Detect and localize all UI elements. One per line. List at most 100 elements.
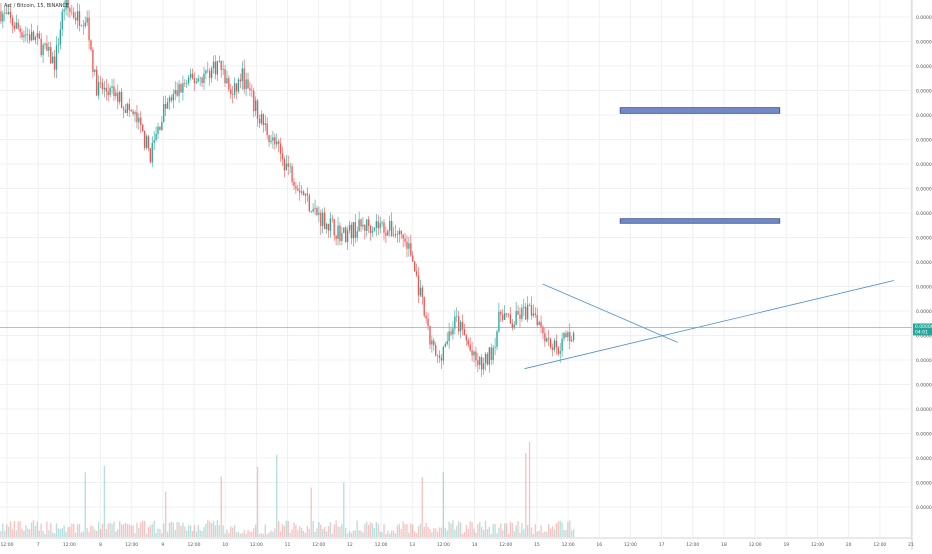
volume-bar (251, 531, 253, 537)
volume-bar (293, 522, 295, 537)
candle-body (182, 83, 184, 93)
volume-bar (224, 533, 226, 537)
candle-body (136, 112, 138, 123)
price-axis[interactable]: 0.0000880 0.0000840 0.0000820 0.0000780 0.00… (911, 0, 932, 550)
candle-body (187, 77, 190, 84)
volume-bar (17, 521, 19, 537)
time-tick-label: 17 (659, 542, 665, 548)
symbol-title: Ast / Bitcoin, 15, BINANCE (4, 3, 70, 9)
volume-bar (477, 524, 479, 537)
volume-bar (371, 523, 374, 537)
volume-bar (352, 530, 355, 537)
candle-body (436, 355, 439, 357)
candle-body (325, 223, 328, 230)
candle-body (55, 45, 58, 70)
volume-bar (362, 532, 364, 537)
time-tick-label: 8 (99, 542, 102, 548)
candle-body (38, 33, 40, 39)
candle-body (532, 313, 535, 316)
volume-bar (46, 521, 48, 537)
candle-body (207, 70, 209, 72)
trend-line (542, 283, 678, 343)
candle-body (117, 92, 119, 102)
candle-body (239, 79, 242, 82)
volume-bar (279, 531, 282, 537)
candle-body (94, 69, 96, 72)
volume-bar (78, 523, 81, 537)
candle-body (400, 230, 402, 235)
volume-bar (145, 533, 148, 537)
candle-body (427, 318, 429, 327)
volume-bar (333, 524, 335, 537)
price-tick-label: 0.0000820 (916, 64, 932, 70)
volume-bar (82, 531, 84, 537)
volume-bar (517, 521, 519, 537)
price-tick-label: 0.0000840 (916, 40, 932, 46)
candle-body (425, 315, 427, 319)
volume-bar (117, 529, 119, 537)
candle-body (402, 234, 404, 239)
candle-body (201, 77, 203, 83)
candle-body (128, 103, 130, 110)
candle-body (302, 191, 305, 196)
candle-body (571, 340, 573, 342)
candle-body (394, 233, 397, 236)
volume-bar (417, 526, 420, 537)
candle-body (371, 230, 374, 233)
candle-body (297, 188, 299, 191)
volume-bar (256, 466, 259, 537)
volume-bar (331, 533, 333, 537)
candle-body (435, 345, 437, 356)
candle-body (101, 82, 104, 90)
candle-body (572, 332, 575, 341)
time-tick-label: 7 (37, 542, 40, 548)
candle-body (74, 17, 77, 21)
volume-bar (435, 528, 437, 537)
volume-bar (38, 530, 40, 537)
volume-bar (84, 472, 86, 537)
candle-body (310, 210, 312, 212)
candle-body (73, 12, 75, 18)
volume-bar (276, 454, 278, 537)
volume-bar (258, 533, 261, 537)
candle-body (352, 222, 355, 239)
volume-bar (544, 531, 546, 537)
volume-bar (128, 524, 130, 537)
candle-body (247, 79, 249, 89)
volume-bar (385, 533, 387, 537)
candle-body (233, 83, 236, 95)
candle-body (555, 340, 558, 348)
volume-bar (166, 531, 169, 537)
volume-bar (473, 528, 475, 537)
time-tick-label: 10 (222, 542, 228, 548)
time-tick-label: 13 (409, 542, 415, 548)
candle-body (467, 340, 469, 345)
candle-body (19, 28, 21, 33)
candle-body (354, 222, 356, 238)
candle-body (260, 114, 263, 124)
candle-body (348, 224, 351, 231)
candle-body (170, 97, 173, 101)
candle-body (212, 61, 215, 69)
price-tick-label: 0.0000540 (916, 383, 932, 389)
candle-body (97, 82, 100, 96)
candle-body (29, 34, 31, 41)
volume-bar (94, 529, 96, 537)
volume-bar (339, 526, 341, 537)
time-axis[interactable]: 12:00 7 12:00 8 12:00 9 12:00 10 12:00 11 12:00 12 1… (0, 537, 914, 548)
candle-body (161, 122, 163, 130)
volume-bar (13, 520, 16, 537)
drawings[interactable] (524, 107, 894, 370)
candle-body (13, 25, 16, 29)
volume-bar (266, 533, 268, 537)
volume-bar (253, 528, 255, 537)
volume-bar (310, 487, 312, 537)
price-tick-label: 0.0000680 (916, 211, 932, 217)
volume-bar (23, 530, 25, 537)
volume-bar (11, 529, 14, 537)
candle-body (465, 335, 468, 341)
candle-body (417, 275, 420, 296)
candle-body (262, 114, 265, 125)
